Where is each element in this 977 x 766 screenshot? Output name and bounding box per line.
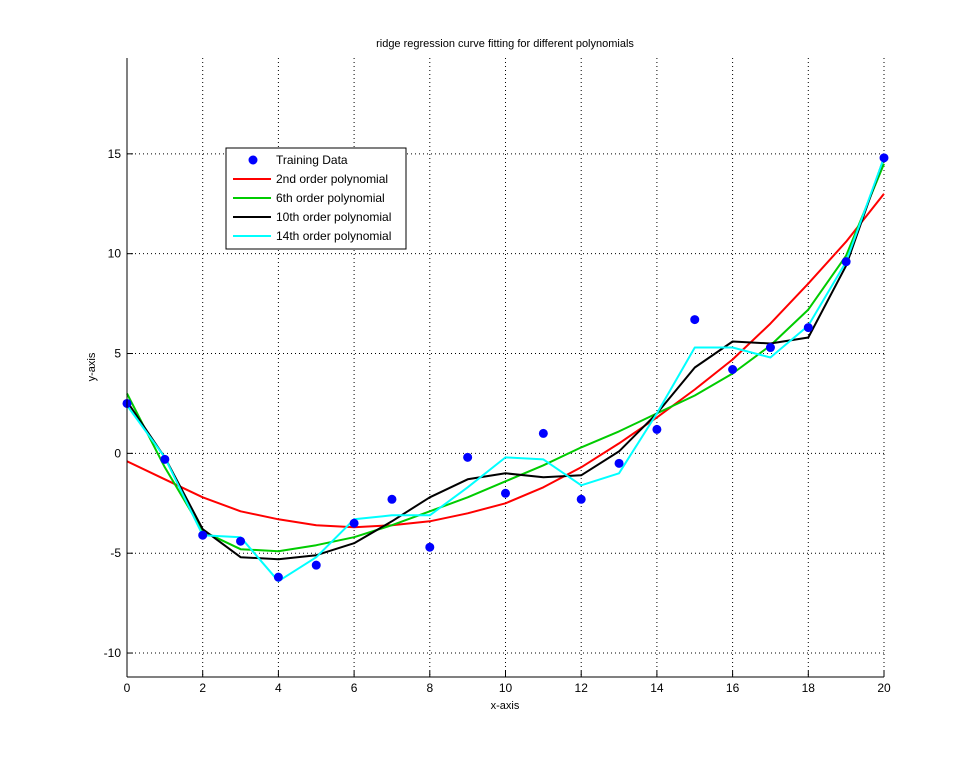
data-point [728, 364, 738, 374]
tick-labels: 0 2 4 6 8 10 12 14 16 18 20 -10 -5 0 5 10 15 [104, 147, 891, 695]
y-tick-label: -5 [110, 546, 121, 560]
data-point [538, 428, 548, 438]
legend-entry: 10th order polynomial [276, 210, 391, 224]
data-point [803, 323, 813, 333]
data-point [841, 257, 851, 267]
x-tick-label: 18 [802, 681, 816, 695]
data-point [501, 488, 510, 498]
data-point [463, 452, 473, 462]
x-tick-label: 16 [726, 681, 740, 695]
legend-entry: 14th order polynomial [276, 229, 391, 243]
x-tick-label: 12 [575, 681, 589, 695]
y-axis-label: y-axis [86, 352, 98, 381]
data-point [349, 518, 359, 528]
y-tick-label: 10 [108, 247, 122, 261]
data-point [765, 343, 775, 353]
data-point [690, 315, 700, 325]
axes-layer [126, 58, 885, 678]
x-tick-label: 2 [199, 681, 206, 695]
data-point [614, 458, 624, 468]
y-tick-label: 0 [114, 446, 121, 460]
data-point [425, 542, 435, 552]
legend-entry: 2nd order polynomial [276, 172, 388, 186]
data-point [273, 572, 283, 582]
data-point [576, 494, 586, 504]
legend-entry: 6th order polynomial [276, 191, 385, 205]
series-line-1 [126, 193, 885, 529]
data-point [311, 560, 321, 570]
x-tick-label: 14 [650, 681, 664, 695]
y-tick-label: -10 [104, 646, 122, 660]
x-tick-label: 20 [877, 681, 891, 695]
series-layer [122, 153, 889, 583]
series-line-3 [126, 157, 885, 561]
y-tick-label: 15 [108, 147, 122, 161]
data-point [160, 454, 170, 464]
chart-title: ridge regression curve fitting for diffe… [376, 38, 634, 50]
legend: Training Data 2nd order polynomial 6th ord… [225, 147, 407, 250]
data-point [652, 424, 662, 434]
data-point [387, 494, 397, 504]
x-tick-label: 8 [426, 681, 433, 695]
data-point [879, 153, 889, 163]
data-point [198, 530, 208, 540]
legend-entry: Training Data [276, 153, 348, 167]
series-line-4 [126, 157, 885, 583]
legend-marker [248, 155, 258, 165]
data-point [236, 536, 246, 546]
y-tick-label: 5 [114, 347, 121, 361]
x-tick-label: 4 [275, 681, 282, 695]
x-axis-label: x-axis [491, 700, 520, 712]
x-tick-label: 0 [124, 681, 131, 695]
x-tick-label: 10 [499, 681, 513, 695]
x-tick-label: 6 [351, 681, 358, 695]
